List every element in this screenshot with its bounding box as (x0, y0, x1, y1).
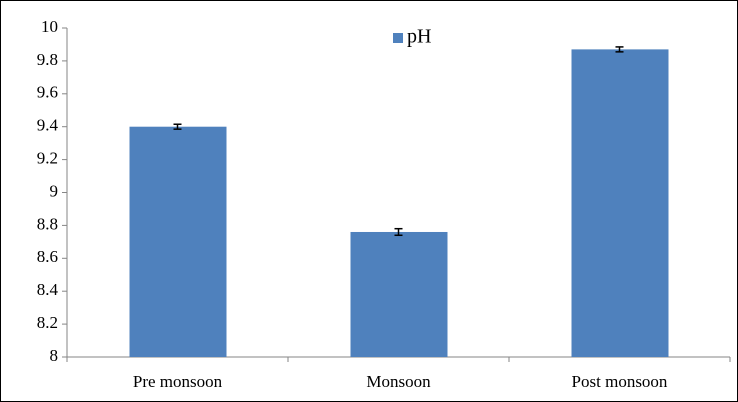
y-tick-label: 8 (50, 346, 59, 365)
y-tick-label: 8.2 (37, 313, 58, 332)
bar (350, 231, 448, 357)
y-tick-label: 9.4 (37, 116, 59, 135)
y-tick-label: 8.8 (37, 214, 58, 233)
x-tick-label: Post monsoon (572, 372, 668, 391)
legend-swatch (393, 33, 403, 43)
y-tick-label: 9 (50, 181, 59, 200)
bar (129, 126, 227, 357)
y-tick-label: 9.6 (37, 83, 58, 102)
legend-label: pH (407, 26, 431, 48)
error-bar (173, 123, 182, 130)
error-bar (394, 227, 403, 237)
y-tick-label: 9.8 (37, 50, 58, 69)
y-tick-label: 10 (41, 17, 58, 36)
y-tick-label: 8.4 (37, 280, 59, 299)
y-tick-label: 8.6 (37, 247, 58, 266)
y-tick-label: 9.2 (37, 149, 58, 168)
bar (571, 49, 669, 357)
x-tick-label: Pre monsoon (133, 372, 223, 391)
error-bar (615, 46, 624, 53)
x-tick-label: Monsoon (366, 372, 431, 391)
